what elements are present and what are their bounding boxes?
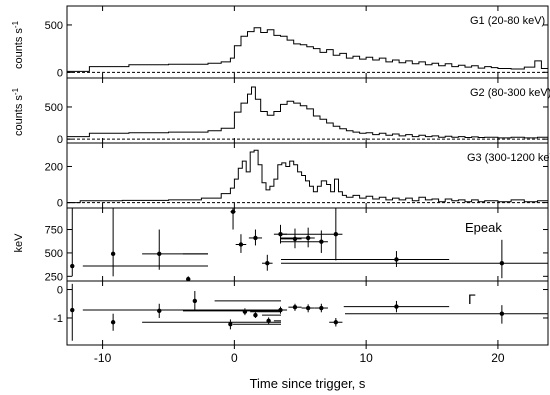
y-tick-label: 250: [45, 271, 63, 283]
data-point: [242, 308, 281, 316]
point-marker: [333, 320, 339, 325]
panel-annotation: G2 (80-300 keV): [470, 87, 550, 99]
panel-annotation: G1 (20-80 keV): [470, 15, 545, 27]
y-axis-label-text: counts s: [13, 28, 25, 69]
y-axis-label-exponent: -1: [11, 87, 20, 95]
point-marker: [253, 312, 258, 318]
x-tick-label: -10: [94, 351, 112, 365]
y-axis-label-exponent: -1: [11, 20, 20, 28]
data-point: [235, 234, 247, 253]
panel-annotation: G3 (300-1200 keV): [467, 152, 550, 164]
point-marker: [319, 305, 324, 311]
data-point: [281, 251, 450, 267]
point-marker: [394, 304, 399, 309]
point-marker: [305, 305, 311, 311]
panel-5: 0 -1 Γ: [53, 280, 549, 346]
x-tick-label: 10: [359, 351, 373, 365]
point-marker: [292, 304, 298, 310]
y-tick-label: 750: [45, 225, 63, 237]
data-point: [157, 229, 208, 270]
point-marker: [70, 263, 75, 269]
y-tick-label: 0: [57, 198, 63, 210]
data-point: [248, 229, 263, 246]
point-marker: [228, 322, 233, 327]
point-marker: [305, 235, 311, 241]
light-curve-step: [67, 86, 548, 139]
data-point: [278, 306, 288, 314]
point-marker: [110, 251, 116, 257]
point-marker: [157, 251, 162, 257]
data-point: [70, 283, 281, 341]
y-tick-label: 0: [57, 285, 63, 297]
point-marker: [499, 261, 505, 266]
panel-3: 0 200 G3 (300-1200 keV): [45, 142, 550, 210]
point-marker: [319, 239, 324, 244]
point-marker: [70, 307, 75, 313]
panel-1: 0 500 counts s-1 G1 (20-80 keV): [11, 5, 549, 79]
data-point: [266, 317, 281, 325]
point-marker: [192, 298, 198, 304]
point-marker: [265, 261, 270, 266]
panel-annotation: Epeak: [465, 220, 502, 235]
data-point: [329, 317, 343, 327]
point-marker: [292, 236, 298, 242]
point-marker: [394, 257, 399, 262]
data-point: [192, 290, 281, 311]
point-marker: [110, 320, 116, 325]
y-tick-label: 200: [45, 161, 63, 173]
data-point: [288, 303, 302, 311]
y-axis-label: counts s-1: [11, 20, 25, 69]
data-point: [186, 276, 209, 282]
data-point: [343, 300, 450, 313]
y-axis-label-text: counts s: [13, 95, 25, 136]
point-marker: [186, 276, 191, 282]
panel-4: 250 500 750 keV Epeak: [13, 207, 549, 283]
data-point: [253, 312, 281, 318]
data-point: [281, 208, 343, 261]
data-point: [314, 303, 328, 313]
x-tick-label: 0: [231, 351, 238, 365]
panel-annotation: Γ: [468, 291, 476, 307]
data-point: [70, 208, 208, 277]
point-marker: [333, 232, 339, 237]
panel-frame: [66, 207, 549, 282]
y-tick-label: 500: [45, 20, 63, 32]
data-point: [157, 303, 281, 318]
y-tick-label: -1: [53, 313, 63, 325]
y-tick-label: 500: [45, 102, 63, 114]
data-point: [345, 305, 548, 324]
data-point: [281, 227, 315, 248]
data-point: [281, 239, 548, 279]
data-point: [281, 230, 328, 253]
x-tick-label: 20: [491, 351, 505, 365]
panel-2: 0 500 counts s-1 G2 (80-300 keV): [11, 77, 550, 146]
y-tick-label: 500: [45, 248, 63, 260]
point-marker: [157, 308, 162, 314]
light-curve-step: [67, 149, 548, 204]
y-axis-label: counts s-1: [11, 87, 25, 136]
point-marker: [266, 318, 271, 324]
point-marker: [278, 307, 283, 313]
y-axis-label-text: keV: [13, 233, 25, 253]
point-marker: [499, 311, 505, 316]
light-curve-step: [67, 27, 548, 72]
point-marker: [230, 209, 236, 214]
x-axis-label: Time since trigger, s: [250, 376, 366, 391]
y-tick-label: 0: [57, 67, 63, 79]
point-marker: [253, 235, 258, 241]
data-point: [301, 304, 315, 313]
point-marker: [238, 242, 244, 247]
point-marker: [242, 309, 248, 314]
data-point: [228, 319, 281, 330]
point-marker: [278, 232, 283, 237]
data-point: [230, 208, 236, 230]
data-point: [262, 254, 273, 271]
y-axis-label: keV: [13, 233, 25, 253]
data-point: [110, 313, 281, 331]
panel-frame: [66, 280, 549, 346]
y-tick-label: 0: [57, 134, 63, 146]
